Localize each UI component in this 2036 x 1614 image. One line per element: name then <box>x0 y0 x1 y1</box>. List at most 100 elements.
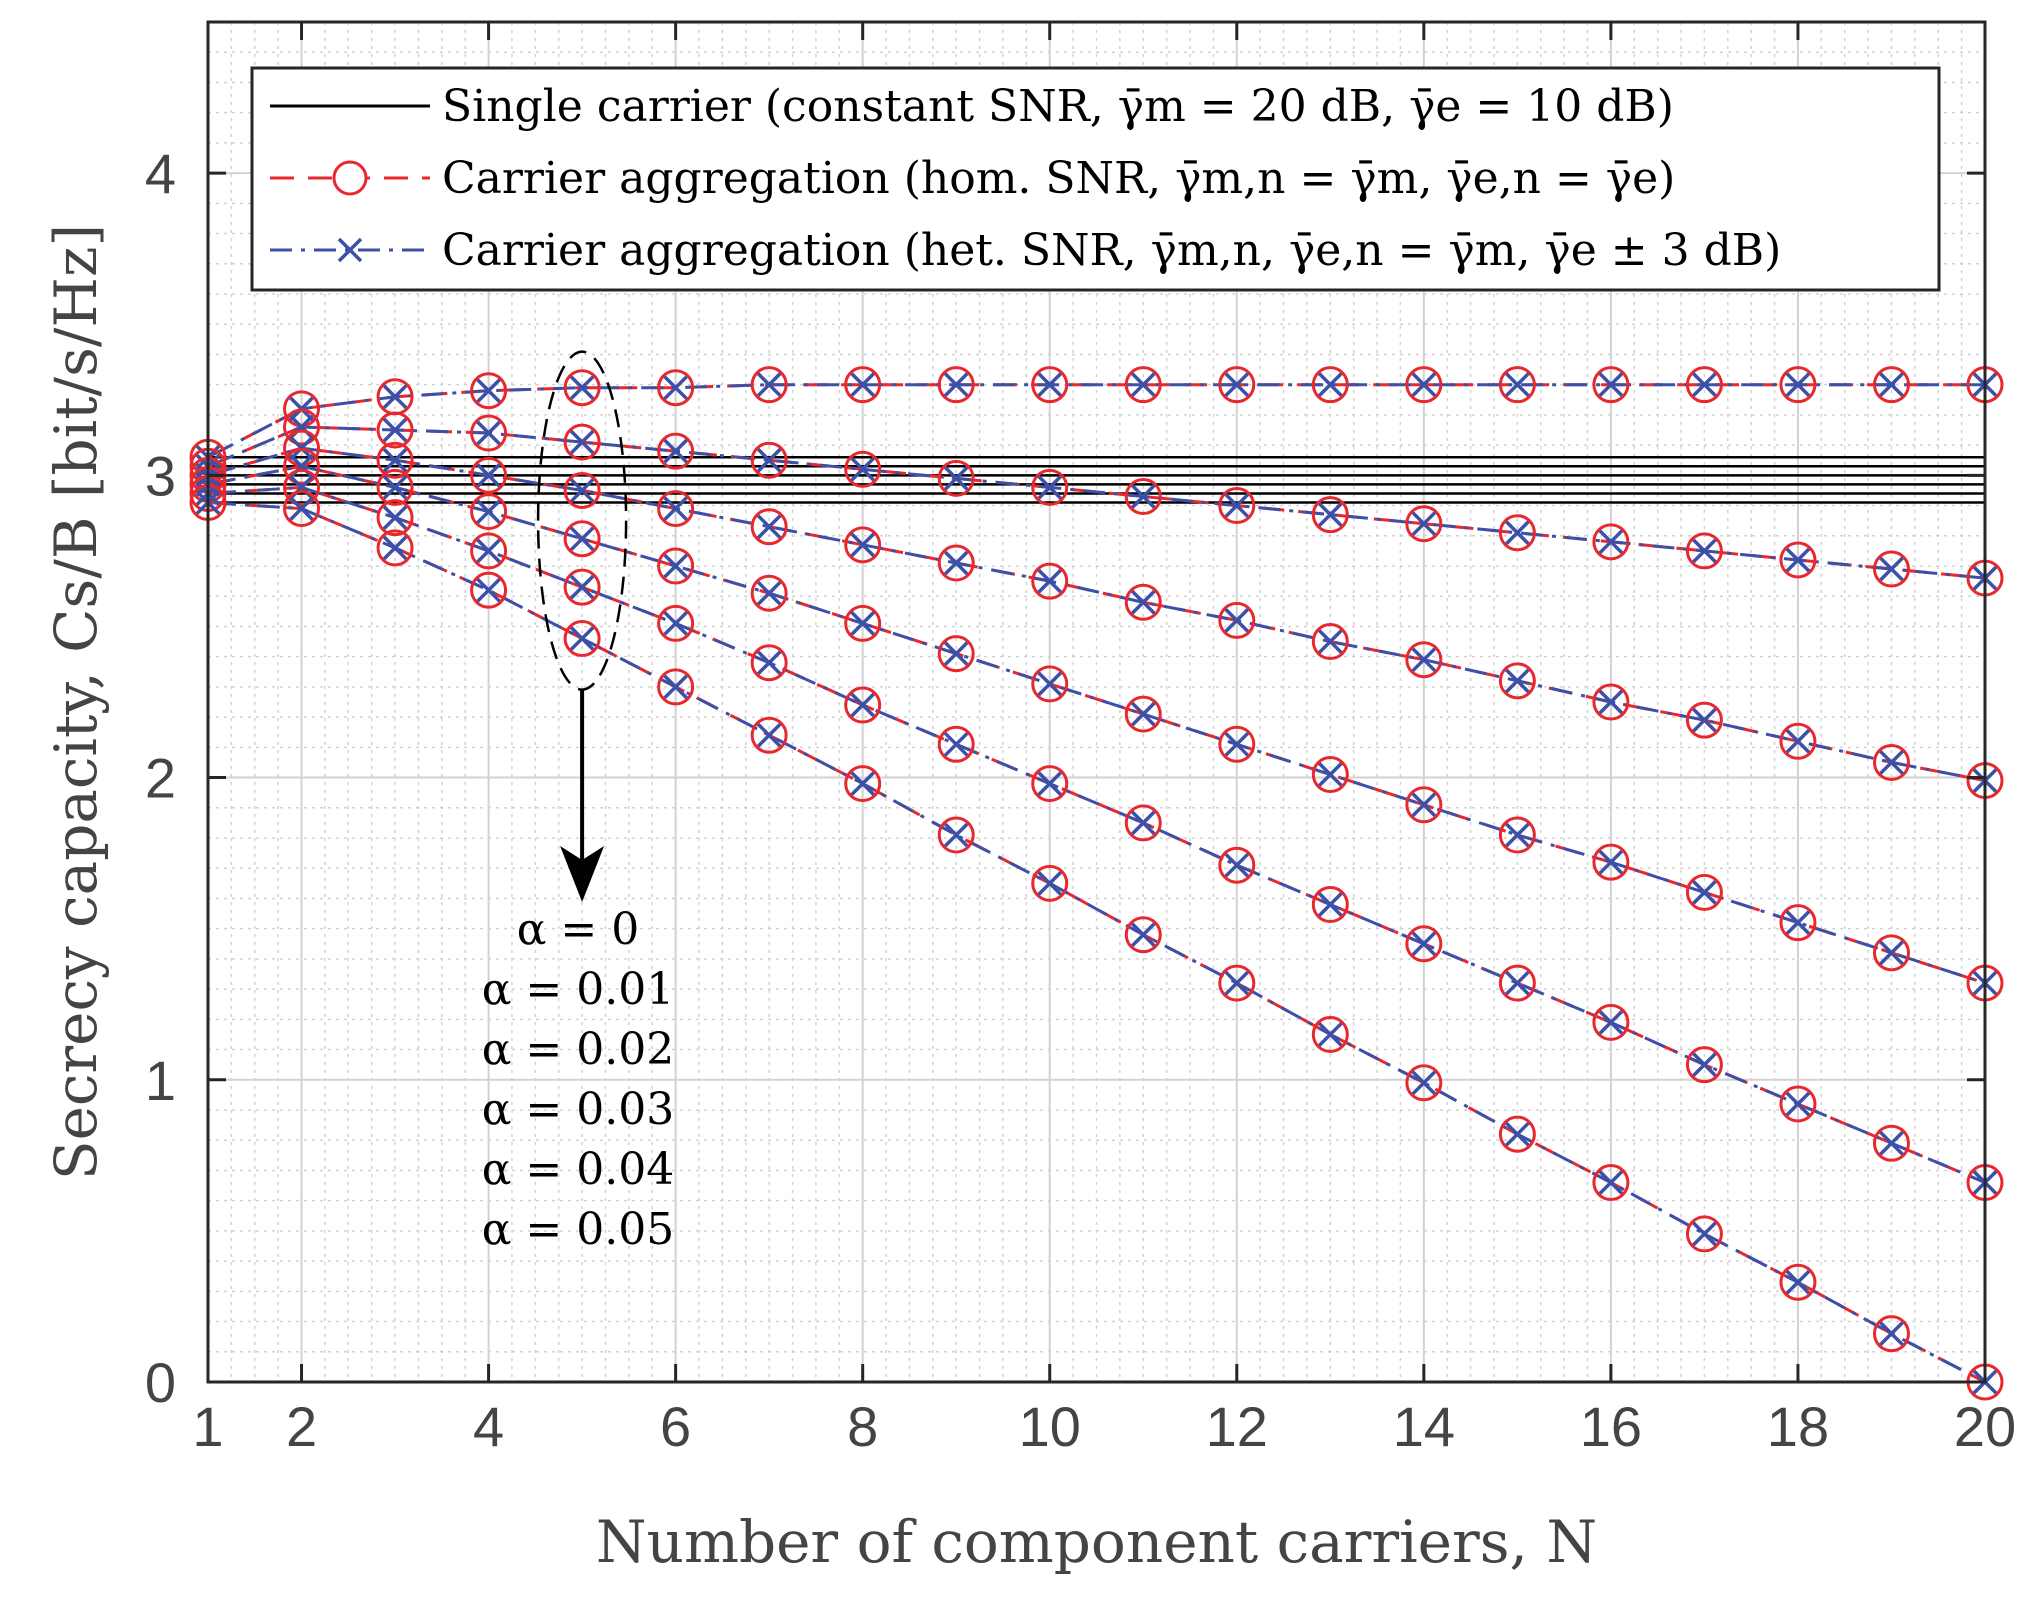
marker-circle <box>1311 496 1349 534</box>
legend-label: Carrier aggregation (hom. SNR, γ̄m,n = γ… <box>442 153 1675 204</box>
marker-circle <box>1872 1124 1910 1162</box>
marker-cross <box>663 496 688 521</box>
marker-cross <box>569 375 595 400</box>
marker-cross <box>756 372 782 397</box>
grid <box>208 22 1985 1382</box>
marker-circle <box>1685 1215 1723 1253</box>
x-tick-label: 18 <box>1767 1395 1829 1458</box>
marker-cross <box>1318 629 1343 654</box>
marker-circle <box>376 441 414 479</box>
marker-circle <box>1311 756 1349 794</box>
legend: Single carrier (constant SNR, γ̄m = 20 d… <box>250 66 1941 292</box>
marker-circle <box>937 635 975 673</box>
marker-cross <box>1692 1052 1717 1077</box>
marker-circle <box>1685 873 1723 911</box>
alpha-label: α = 0.01 <box>482 964 675 1015</box>
y-tick-label: 1 <box>145 1049 176 1112</box>
marker-cross <box>382 505 408 530</box>
marker-circle <box>563 620 601 658</box>
marker-cross <box>476 499 501 524</box>
marker-circle <box>1031 468 1069 506</box>
x-tick-label: 4 <box>473 1395 504 1458</box>
marker-circle <box>1124 477 1162 515</box>
marker-cross <box>1131 810 1156 836</box>
marker-cross <box>1879 750 1904 775</box>
marker-cross <box>382 384 408 409</box>
x-tick-label: 20 <box>1954 1395 2016 1458</box>
marker-cross <box>756 580 782 606</box>
marker-cross <box>569 429 595 455</box>
marker-cross <box>1411 1070 1437 1096</box>
marker-circle <box>563 423 601 461</box>
marker-circle <box>844 604 882 642</box>
marker-cross <box>850 532 875 558</box>
marker-cross <box>850 457 875 482</box>
marker-circle <box>1779 904 1817 942</box>
marker-cross <box>1037 372 1062 397</box>
marker-cross <box>476 538 501 564</box>
x-tick-label: 8 <box>847 1395 878 1458</box>
legend-box <box>250 66 1941 292</box>
y-tick-label: 2 <box>145 747 176 810</box>
marker-circle <box>1498 366 1536 404</box>
marker-circle <box>283 490 321 528</box>
marker-cross <box>569 574 595 600</box>
marker-circle <box>1872 366 1910 404</box>
alpha-label: α = 0 <box>517 904 640 955</box>
marker-cross <box>1224 852 1250 878</box>
marker-cross <box>850 611 875 636</box>
marker-cross <box>1879 1131 1904 1156</box>
marker-circle <box>1592 843 1630 881</box>
marker-circle <box>470 372 508 410</box>
marker-circle <box>657 432 695 470</box>
marker-circle <box>1779 366 1817 404</box>
marker-cross <box>1411 647 1437 672</box>
marker-cross <box>382 475 408 500</box>
marker-circle <box>376 411 414 449</box>
x-tick-label: 14 <box>1393 1395 1455 1458</box>
marker-cross <box>1879 940 1904 966</box>
marker-cross <box>1037 475 1062 500</box>
marker-cross <box>1318 762 1343 787</box>
marker-cross <box>1131 701 1156 727</box>
marker-circle <box>937 366 975 404</box>
marker-cross <box>569 626 595 651</box>
marker-cross <box>756 447 782 473</box>
alpha-label: α = 0.03 <box>482 1084 675 1135</box>
legend-marker-circle <box>332 160 368 196</box>
marker-cross <box>1505 520 1530 545</box>
marker-cross <box>1318 372 1343 397</box>
marker-cross <box>663 375 688 400</box>
marker-circle <box>657 369 695 407</box>
marker-cross <box>1879 372 1904 397</box>
marker-cross <box>756 514 782 539</box>
marker-cross <box>1131 590 1156 615</box>
marker-cross <box>1785 729 1811 754</box>
alpha-label: α = 0.05 <box>482 1204 675 1255</box>
marker-cross <box>1131 372 1156 397</box>
marker-circle <box>470 532 508 570</box>
marker-circle <box>1498 816 1536 854</box>
marker-circle <box>844 765 882 803</box>
marker-cross <box>756 650 782 675</box>
marker-circle <box>1498 1115 1536 1153</box>
marker-cross <box>1598 372 1624 397</box>
marker-cross <box>569 478 595 503</box>
marker-cross <box>1692 707 1717 733</box>
marker-circle <box>844 686 882 724</box>
legend-label: Single carrier (constant SNR, γ̄m = 20 d… <box>442 81 1674 132</box>
marker-circle <box>563 471 601 509</box>
marker-cross <box>943 641 969 666</box>
marker-circle <box>750 441 788 479</box>
marker-circle <box>1218 725 1256 763</box>
marker-cross <box>1785 1091 1811 1117</box>
marker-cross <box>1785 1270 1811 1295</box>
marker-cross <box>1411 792 1437 817</box>
marker-circle <box>1311 623 1349 661</box>
marker-circle <box>1218 846 1256 884</box>
marker-cross <box>1598 1010 1624 1035</box>
marker-circle <box>470 456 508 494</box>
alpha-label: α = 0.02 <box>482 1024 675 1075</box>
marker-cross <box>943 466 969 491</box>
marker-cross <box>1598 529 1624 555</box>
